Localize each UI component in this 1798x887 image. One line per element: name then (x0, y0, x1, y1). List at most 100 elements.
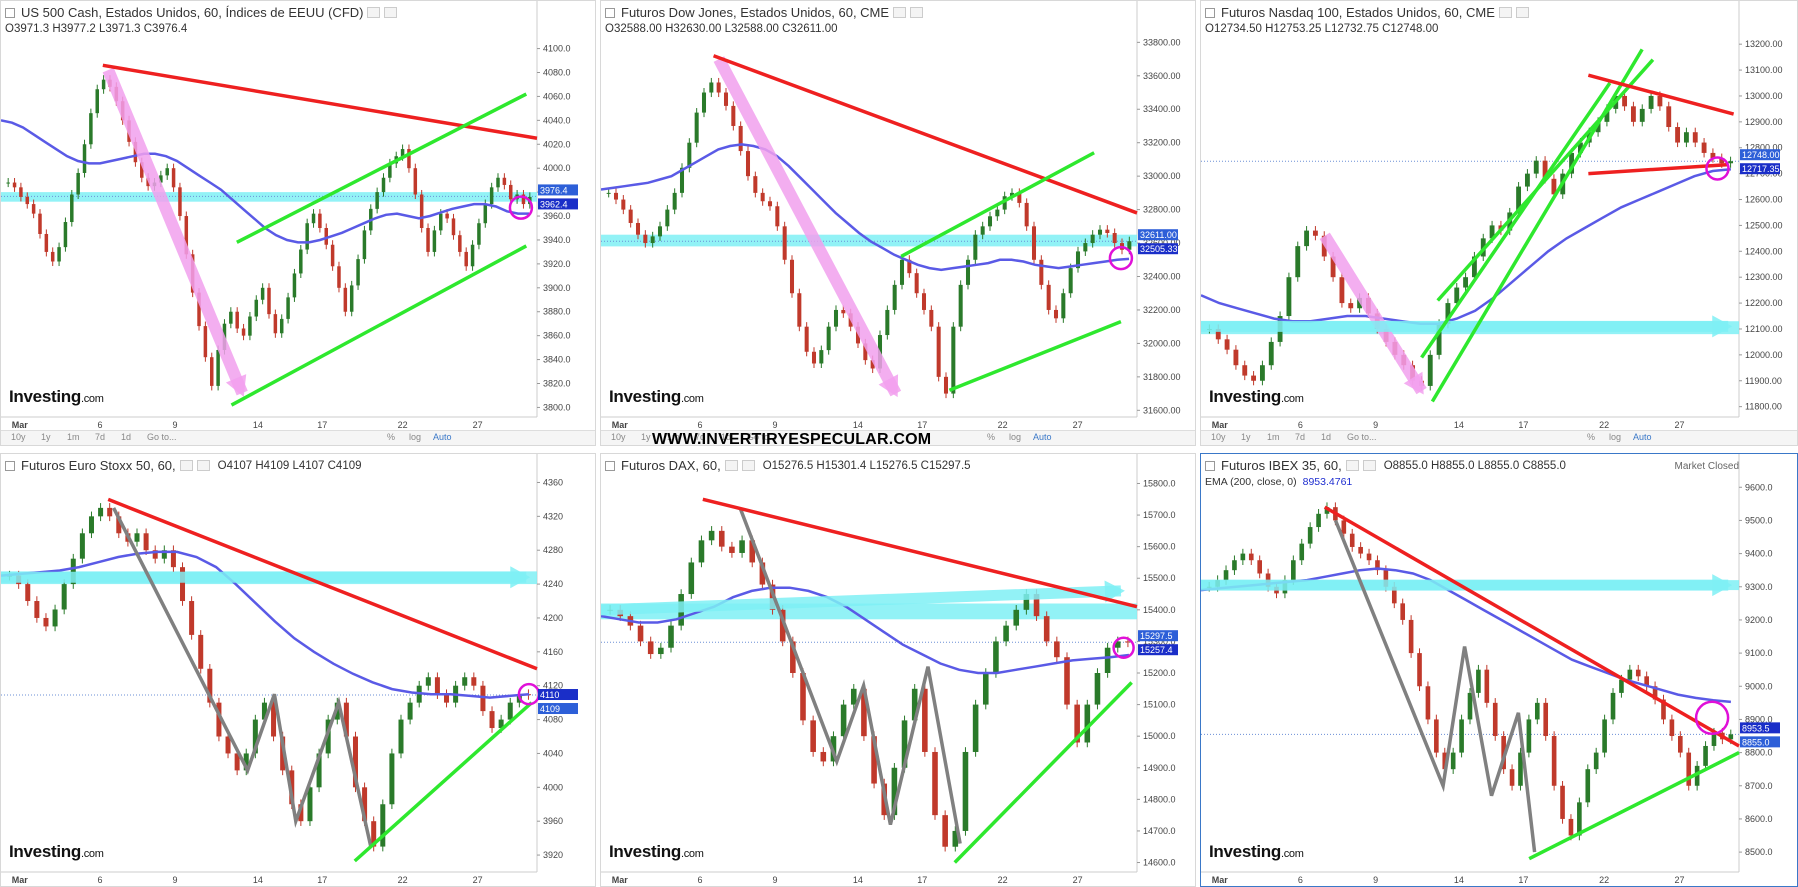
chart-panel-dax[interactable]: 15800.0 15700.0 15600.0 15500.0 15400.0 15300… (600, 453, 1196, 887)
trend-arrow-shaft (102, 67, 248, 396)
trend-arrow-head (1403, 371, 1424, 395)
close-icon[interactable] (910, 7, 924, 18)
x-tick-label: 14 (1454, 875, 1464, 885)
candle-body (38, 213, 42, 234)
chart-svg[interactable]: 13200.00 13100.00 13000.00 12900.00 12800.00… (1201, 1, 1798, 446)
x-tick-label: 27 (1073, 875, 1083, 885)
range-1[interactable]: 1y (41, 432, 51, 442)
collapse-icon[interactable] (605, 7, 615, 18)
x-tick-label: 14 (853, 420, 863, 430)
chart-svg[interactable]: 15800.0 15700.0 15600.0 15500.0 15400.0 15300… (601, 454, 1196, 887)
range-4[interactable]: 1d (121, 432, 132, 442)
scale-%[interactable]: % (1587, 432, 1596, 442)
candle-body (972, 704, 979, 752)
scale-%[interactable]: % (987, 432, 996, 442)
y-tick-label: 31800.00 (1143, 372, 1181, 382)
y-tick-label: 4040.0 (543, 115, 571, 125)
candle-body (1569, 152, 1575, 174)
collapse-icon[interactable] (5, 460, 15, 471)
settings-icon[interactable] (1345, 460, 1359, 471)
range-4[interactable]: 1d (1321, 432, 1332, 442)
scale-auto[interactable]: Auto (1633, 432, 1652, 442)
candle-body (25, 584, 31, 602)
candle-body (44, 233, 49, 252)
scale-log[interactable]: log (409, 432, 422, 442)
chart-panel-ibex[interactable]: 9600.0 9500.0 9400.0 9300.0 9200.0 9100.0 9000… (1200, 453, 1798, 887)
settings-icon[interactable] (1498, 7, 1512, 18)
candle-body (1669, 719, 1675, 737)
chart-panel-dow[interactable]: 33800.00 33600.00 33400.00 33200.00 33000.00… (600, 0, 1196, 446)
range-5[interactable]: Go to... (747, 432, 777, 442)
y-tick-label: 4000 (543, 782, 563, 792)
price-tag (1138, 229, 1178, 241)
candle-body (1454, 287, 1460, 304)
settings-icon[interactable] (893, 7, 907, 18)
candle-body (1383, 570, 1389, 587)
candle-body (922, 688, 928, 752)
candle-body (1666, 106, 1672, 128)
settings-icon[interactable] (724, 460, 738, 471)
x-tick-label: 17 (317, 875, 327, 885)
candle-body (1023, 594, 1030, 610)
collapse-icon[interactable] (1205, 7, 1215, 18)
x-tick-label: 22 (398, 875, 408, 885)
candle-body (1075, 251, 1081, 269)
range-2[interactable]: 1m (1267, 432, 1280, 442)
chart-panel-us500[interactable]: 4100.04080.04060.04040.04020.04000.03980… (0, 0, 596, 446)
candle-body (159, 175, 163, 183)
candle-body (203, 326, 208, 358)
close-icon[interactable] (1515, 7, 1529, 18)
candle-body (718, 530, 725, 547)
candle-body (1657, 95, 1663, 107)
range-3[interactable]: 7d (1295, 432, 1306, 442)
trend-arrow-head (878, 374, 899, 398)
close-icon[interactable] (741, 460, 755, 471)
chart-panel-eurostoxx[interactable]: 4360 4320 4280 4240 4200 4160 4120 4080 4040 4000… (0, 453, 596, 887)
chart-svg[interactable]: 4100.04080.04060.04040.04020.04000.03980… (1, 1, 596, 446)
scale-auto[interactable]: Auto (1033, 432, 1052, 442)
range-3[interactable]: 7d (695, 432, 706, 442)
chart-svg[interactable]: 33800.00 33600.00 33400.00 33200.00 33000.00… (601, 1, 1196, 446)
x-tick-label: 17 (1518, 875, 1528, 885)
candle-body (1084, 704, 1091, 743)
range-2[interactable]: 1m (67, 432, 80, 442)
candle-body (61, 584, 67, 610)
candle-body (31, 204, 36, 214)
candle-body (88, 516, 94, 534)
range-4[interactable]: 1d (721, 432, 732, 442)
scale-log[interactable]: log (1009, 432, 1022, 442)
candle-body (286, 297, 290, 319)
chart-panel-nasdaq[interactable]: 13200.00 13100.00 13000.00 12900.00 12800.00… (1200, 0, 1798, 446)
candle-body (1630, 106, 1636, 122)
range-5[interactable]: Go to... (147, 432, 177, 442)
scale-log[interactable]: log (1609, 432, 1622, 442)
scale-%[interactable]: % (387, 432, 396, 442)
range-0[interactable]: 10y (1211, 432, 1226, 442)
chart-svg[interactable]: 9600.0 9500.0 9400.0 9300.0 9200.0 9100.0 9000… (1201, 454, 1798, 887)
price-tag (1740, 149, 1780, 161)
collapse-icon[interactable] (605, 460, 615, 471)
collapse-icon[interactable] (5, 7, 15, 18)
range-0[interactable]: 10y (611, 432, 626, 442)
candle-body (299, 249, 303, 274)
range-1[interactable]: 1y (1241, 432, 1251, 442)
close-icon[interactable] (196, 460, 210, 471)
range-3[interactable]: 7d (95, 432, 106, 442)
close-icon[interactable] (1362, 460, 1376, 471)
chart-svg[interactable]: 4360 4320 4280 4240 4200 4160 4120 4080 4040 4000… (1, 454, 596, 887)
ohlc-readout: O32588.00 H32630.00 L32588.00 C32611.00 (605, 23, 838, 35)
range-0[interactable]: 10y (11, 432, 26, 442)
scale-auto[interactable]: Auto (433, 432, 452, 442)
candle-body (1259, 365, 1265, 381)
range-1[interactable]: 1y (641, 432, 651, 442)
range-5[interactable]: Go to... (1347, 432, 1377, 442)
candle-body (942, 815, 948, 847)
candle-body (1090, 234, 1095, 244)
collapse-icon[interactable] (1205, 460, 1215, 471)
y-tick-label: 12000.00 (1745, 350, 1783, 360)
settings-icon[interactable] (179, 460, 193, 471)
range-2[interactable]: 1m (667, 432, 680, 442)
close-icon[interactable] (384, 7, 398, 18)
support-trendline (953, 681, 1133, 864)
settings-icon[interactable] (367, 7, 381, 18)
